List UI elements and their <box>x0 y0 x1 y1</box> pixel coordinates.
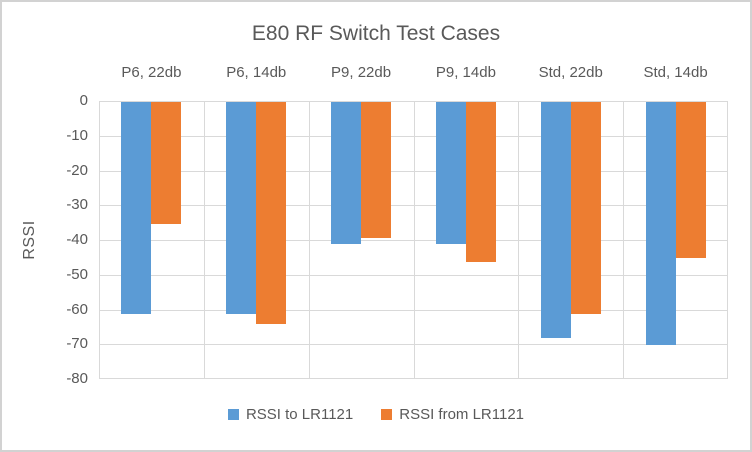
legend-item: RSSI to LR1121 <box>227 405 354 423</box>
legend-swatch-icon <box>381 408 393 420</box>
y-tick-label: -60 <box>66 300 88 318</box>
y-tick-label: -50 <box>66 265 88 283</box>
legend-label: RSSI to LR1121 <box>245 405 354 423</box>
y-tick-label: -40 <box>66 231 88 248</box>
legend-swatch-icon <box>227 408 239 420</box>
gridline-vertical <box>518 101 520 379</box>
bar <box>151 102 182 224</box>
bar <box>570 102 601 314</box>
gridline-vertical <box>623 101 625 379</box>
y-axis-tick-labels: 0 -10 -20 -30 -40 -50 -60 -70 -80 <box>2 92 88 387</box>
gridline-vertical <box>308 101 310 379</box>
bar <box>435 102 466 245</box>
y-tick-label: -10 <box>66 126 88 144</box>
legend-item: RSSI from LR1121 <box>381 406 524 423</box>
category-axis-labels: P6, 22db P6, 14db P9, 22db P9, 14db Std, 22d… <box>99 64 728 84</box>
y-tick-label: -80 <box>66 370 88 387</box>
gridline-vertical <box>99 101 100 379</box>
chart-title: E80 RF Switch Test Cases <box>251 22 501 45</box>
category-label: P9, 22db <box>331 64 392 81</box>
y-tick-label: -70 <box>66 335 88 353</box>
category-label: Std, 14db <box>643 64 708 81</box>
bar <box>226 102 257 314</box>
bar <box>331 102 362 245</box>
category-label: P9, 14db <box>435 64 496 81</box>
gridline-vertical <box>203 101 205 379</box>
category-label: P6, 14db <box>226 64 287 81</box>
y-tick-label: -30 <box>66 196 88 214</box>
y-tick-label: 0 <box>79 92 88 109</box>
bar <box>465 102 496 262</box>
gridline-vertical <box>413 101 415 379</box>
y-tick-label: -20 <box>66 161 88 179</box>
legend: RSSI to LR1121 RSSI from LR1121 <box>2 404 750 424</box>
plot-area <box>99 101 728 379</box>
category-label: P6, 22db <box>121 64 182 81</box>
gridline-vertical <box>727 101 728 379</box>
bar <box>675 102 706 259</box>
bar <box>121 102 152 314</box>
category-label: Std, 22db <box>538 64 603 81</box>
bar <box>645 102 676 346</box>
bar <box>540 102 571 339</box>
legend-label: RSSI from LR1121 <box>399 405 525 423</box>
bar <box>361 102 392 238</box>
bar <box>256 102 287 325</box>
